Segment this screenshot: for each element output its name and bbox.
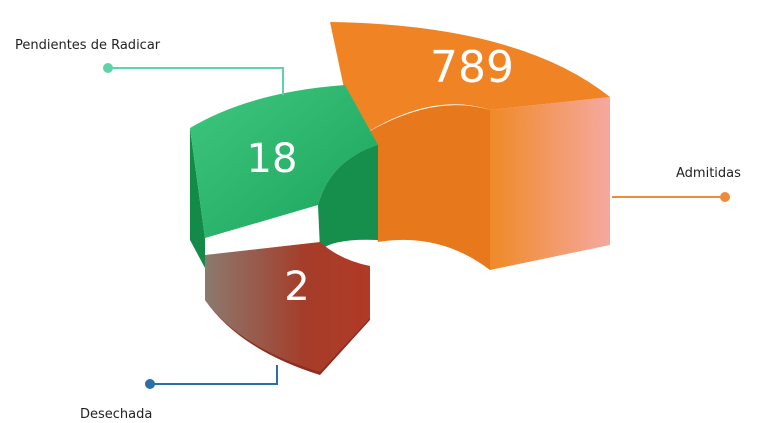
callout-line [108, 67, 284, 95]
callout-pendientes: Pendientes de Radicar [15, 38, 284, 95]
segment-desechada [205, 242, 370, 375]
segment-label: Pendientes de Radicar [15, 38, 161, 53]
callout-line [150, 365, 278, 385]
callout-dot [145, 379, 155, 389]
callout-admitidas: Admitidas [612, 166, 741, 202]
callout-dot [103, 63, 113, 73]
segment-inner-face [318, 145, 378, 250]
segment-label: Desechada [80, 407, 152, 422]
segment-side-face [490, 97, 610, 270]
value-label: 789 [430, 42, 514, 93]
callout-dot [720, 192, 730, 202]
segment-top-face [205, 242, 370, 372]
segment-inner-face [355, 105, 490, 270]
segment-pendientes [190, 85, 378, 268]
segment-admitidas [330, 22, 610, 270]
value-label: 2 [284, 264, 309, 310]
segment-side-face [190, 128, 205, 268]
value-label: 18 [247, 136, 298, 182]
segment-label: Admitidas [676, 166, 741, 181]
segment-top-face [190, 85, 378, 238]
segment-top-face [330, 22, 610, 140]
callout-desechada: Desechada [80, 365, 278, 422]
